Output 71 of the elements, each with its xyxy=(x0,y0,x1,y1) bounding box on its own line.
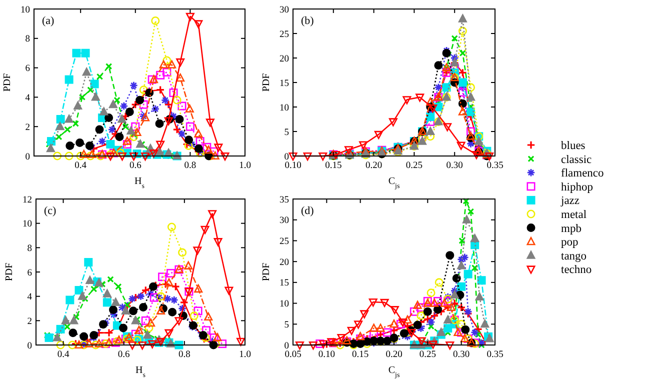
x-axis-title: C$_{js}$ xyxy=(388,176,400,190)
legend-label: jazz xyxy=(560,195,580,208)
annotation: (a) xyxy=(42,15,55,27)
legend-label: classic xyxy=(561,154,592,166)
y-tick-label: 30 xyxy=(280,216,290,226)
legend-label: techno xyxy=(561,264,592,276)
y-tick-label: 5 xyxy=(284,128,290,138)
y-tick-label: 6 xyxy=(25,64,30,74)
x-tick-label: 0.10 xyxy=(318,350,336,360)
legend-label: hiphop xyxy=(561,181,594,194)
x-tick-label: 0.05 xyxy=(284,350,302,360)
x-tick-label: 0.35 xyxy=(486,350,504,360)
y-tick-label: 15 xyxy=(280,78,290,89)
y-tick-label: 20 xyxy=(280,258,290,268)
y-tick-label: 5 xyxy=(284,320,290,330)
legend-label: tango xyxy=(561,250,587,262)
y-tick-label: 10 xyxy=(20,5,30,16)
y-tick-label: 2 xyxy=(25,122,30,133)
y-tick-label: 15 xyxy=(280,278,290,289)
legend-label: mpb xyxy=(561,222,582,235)
y-tick-label: 10 xyxy=(22,220,32,230)
x-tick-label: 0.15 xyxy=(325,161,342,171)
y-axis-title: PDF xyxy=(4,262,15,282)
x-tick-label: 0.10 xyxy=(284,161,302,171)
x-axis-title: C$_{js}$ xyxy=(388,365,400,379)
x-tick-label: 0.4 xyxy=(74,161,87,171)
y-tick-label: 8 xyxy=(25,34,30,45)
legend-label: pop xyxy=(561,236,578,249)
legend-label: metal xyxy=(561,209,587,221)
y-tick-label: 25 xyxy=(280,237,290,248)
x-axis-title: H$_{s}$ xyxy=(134,176,145,190)
x-tick-label: 0.4 xyxy=(57,350,70,360)
legend-label: blues xyxy=(561,140,586,152)
y-tick-label: 0 xyxy=(284,341,290,352)
y-tick-label: 20 xyxy=(280,54,290,64)
x-tick-label: 1.0 xyxy=(239,161,252,171)
y-tick-label: 30 xyxy=(280,5,290,16)
annotation: (d) xyxy=(301,205,314,217)
x-tick-label: 0.35 xyxy=(486,161,504,171)
x-tick-label: 0.6 xyxy=(118,350,130,360)
y-tick-label: 6 xyxy=(27,268,32,278)
legend-label: flamenco xyxy=(561,168,604,180)
y-tick-label: 10 xyxy=(280,300,290,310)
y-tick-label: 8 xyxy=(27,244,32,254)
x-tick-label: 0.8 xyxy=(184,161,196,171)
y-tick-label: 10 xyxy=(280,103,290,114)
x-tick-label: 0.20 xyxy=(386,350,403,360)
y-tick-label: 12 xyxy=(22,195,32,206)
annotation: (c) xyxy=(44,205,57,217)
x-tick-label: 0.8 xyxy=(178,350,191,360)
x-tick-label: 0.25 xyxy=(419,350,436,360)
x-tick-label: 0.30 xyxy=(446,161,464,171)
y-axis-title: PDF xyxy=(261,262,272,282)
x-tick-label: 0.6 xyxy=(129,161,142,171)
x-tick-label: 1.0 xyxy=(239,350,252,360)
annotation: (b) xyxy=(301,15,314,27)
x-tick-label: 0.25 xyxy=(406,161,423,171)
y-tick-label: 0 xyxy=(284,152,290,162)
x-tick-label: 0.15 xyxy=(352,350,369,360)
y-axis-title: PDF xyxy=(2,72,13,92)
y-tick-label: 4 xyxy=(27,292,32,303)
x-tick-label: 0.30 xyxy=(453,350,470,360)
x-tick-label: 0.20 xyxy=(365,161,382,171)
y-tick-label: 0 xyxy=(27,341,32,352)
y-tick-label: 2 xyxy=(27,316,32,327)
y-tick-label: 25 xyxy=(280,30,290,40)
y-tick-label: 4 xyxy=(25,94,30,104)
y-tick-label: 35 xyxy=(280,195,290,206)
y-axis-title: PDF xyxy=(261,72,272,92)
x-axis-title: H$_{s}$ xyxy=(136,365,146,379)
y-tick-label: 0 xyxy=(25,152,30,162)
